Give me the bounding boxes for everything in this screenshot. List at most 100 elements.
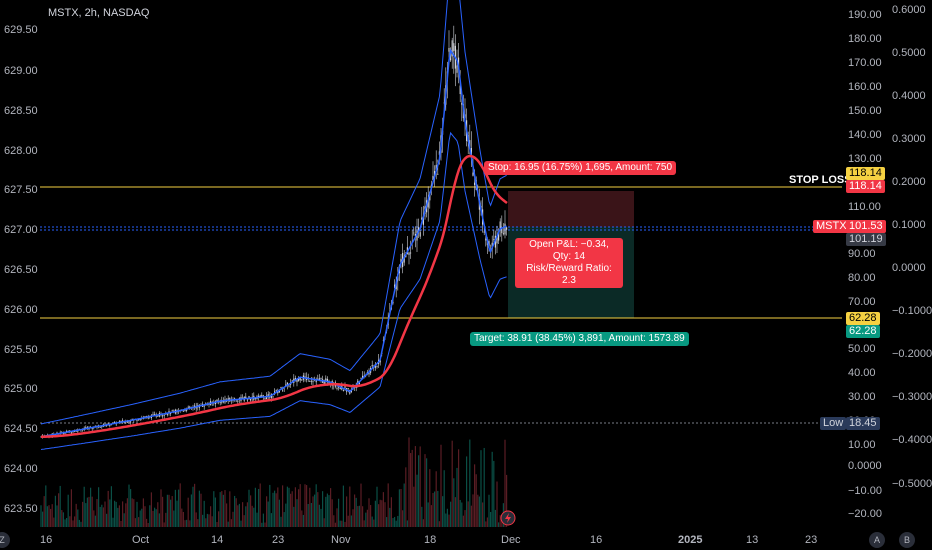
- time-axis-tick: 16: [40, 534, 53, 546]
- volume-bar: [190, 494, 192, 527]
- volume-bar: [469, 439, 471, 527]
- volume-bar: [390, 497, 392, 527]
- volume-bar: [413, 486, 415, 527]
- volume-bar: [442, 496, 444, 527]
- volume-bar: [128, 484, 130, 527]
- volume-bar: [80, 521, 82, 527]
- candle-body: [282, 390, 284, 392]
- candle-body: [216, 399, 218, 401]
- candle-body: [227, 398, 229, 401]
- stop-loss-label: STOP LOSS: [789, 174, 852, 186]
- volume-bar: [235, 498, 237, 527]
- volume-bar: [45, 485, 47, 527]
- volume-bar: [131, 498, 133, 527]
- b-scale-button[interactable]: B: [899, 532, 915, 548]
- stop-info-bubble[interactable]: Stop: 16.95 (16.75%) 1,695, Amount: 750: [484, 161, 677, 175]
- volume-bar: [134, 518, 136, 527]
- time-axis-tick: Nov: [331, 534, 351, 546]
- volume-bar: [326, 493, 328, 527]
- candle-body: [280, 387, 282, 388]
- right-price-tick: 150.00: [848, 105, 882, 117]
- volume-bar: [232, 511, 234, 527]
- volume-bar: [451, 440, 453, 527]
- volume-bar: [83, 486, 85, 527]
- volume-bar: [166, 494, 168, 527]
- volume-bar: [435, 471, 437, 527]
- candle-body: [206, 404, 208, 406]
- candle-body: [182, 410, 184, 412]
- volume-bar: [126, 498, 128, 527]
- volume-bar: [477, 494, 479, 527]
- auto-scale-button[interactable]: A: [869, 532, 885, 548]
- volume-bar: [504, 439, 506, 527]
- candle-body: [392, 302, 394, 304]
- volume-bar: [365, 512, 367, 527]
- candle-body: [338, 386, 340, 388]
- volume-bar: [379, 499, 381, 527]
- volume-bar: [251, 505, 253, 527]
- volume-bar: [315, 484, 317, 527]
- time-axis-tick: 16: [590, 534, 603, 546]
- volume-bar: [256, 512, 258, 527]
- volume-bar: [461, 502, 463, 527]
- candle-body: [461, 102, 463, 105]
- volume-bar: [234, 495, 236, 527]
- stop-zone: [508, 191, 634, 227]
- candle-body: [152, 414, 154, 416]
- candle-body: [136, 420, 138, 421]
- volume-bar: [149, 505, 151, 527]
- volume-bar: [259, 483, 261, 527]
- candle-body: [163, 414, 165, 416]
- target-value-tag: 62.28: [846, 312, 880, 325]
- pnl-info-bubble[interactable]: Open P&L: −0.34, Qty: 14 Risk/Reward Rat…: [515, 238, 623, 288]
- candle-body: [114, 421, 116, 424]
- alert-lightning-icon[interactable]: [500, 510, 516, 526]
- candle-body: [187, 406, 189, 408]
- candle-body: [376, 366, 378, 367]
- volume-bar: [250, 495, 252, 527]
- candle-body: [275, 389, 277, 391]
- volume-bar: [42, 511, 44, 527]
- right-price-tick: 160.00: [848, 81, 882, 93]
- volume-bar: [366, 509, 368, 527]
- z-button[interactable]: Z: [0, 532, 10, 548]
- volume-bar: [154, 507, 156, 527]
- candle-body: [472, 172, 474, 176]
- volume-bar: [210, 506, 212, 527]
- candle-body: [299, 378, 301, 381]
- volume-bar: [402, 510, 404, 527]
- symbol-tag: MSTX: [813, 220, 850, 233]
- low-label-tag: Low: [820, 417, 847, 430]
- volume-bar: [253, 507, 255, 527]
- volume-bar: [392, 518, 394, 527]
- volume-bar: [384, 502, 386, 527]
- candle-body: [382, 339, 384, 341]
- volume-bar: [53, 517, 55, 527]
- volume-bar: [374, 500, 376, 527]
- right-oscillator-tick: 0.2000: [892, 176, 926, 188]
- volume-bar: [438, 521, 440, 527]
- left-axis-tick: 625.50: [4, 344, 38, 356]
- candle-body: [40, 436, 42, 438]
- volume-bar: [357, 506, 359, 527]
- candle-body: [427, 200, 429, 208]
- candle-body: [262, 395, 264, 397]
- candle-body: [360, 377, 362, 379]
- volume-bar: [117, 507, 119, 527]
- right-price-tick: 140.00: [848, 129, 882, 141]
- volume-bar: [48, 505, 50, 527]
- candle-body: [320, 377, 322, 379]
- volume-bar: [133, 499, 135, 527]
- target-info-bubble[interactable]: Target: 38.91 (38.45%) 3,891, Amount: 15…: [470, 332, 689, 346]
- volume-bar: [454, 497, 456, 527]
- low-value-tag: 18.45: [846, 417, 880, 430]
- volume-bar: [216, 522, 218, 527]
- candle-body: [184, 410, 186, 412]
- volume-bar: [368, 498, 370, 527]
- volume-bar: [222, 494, 224, 527]
- volume-bar: [142, 498, 144, 527]
- volume-bar: [245, 506, 247, 527]
- volume-bar: [184, 520, 186, 527]
